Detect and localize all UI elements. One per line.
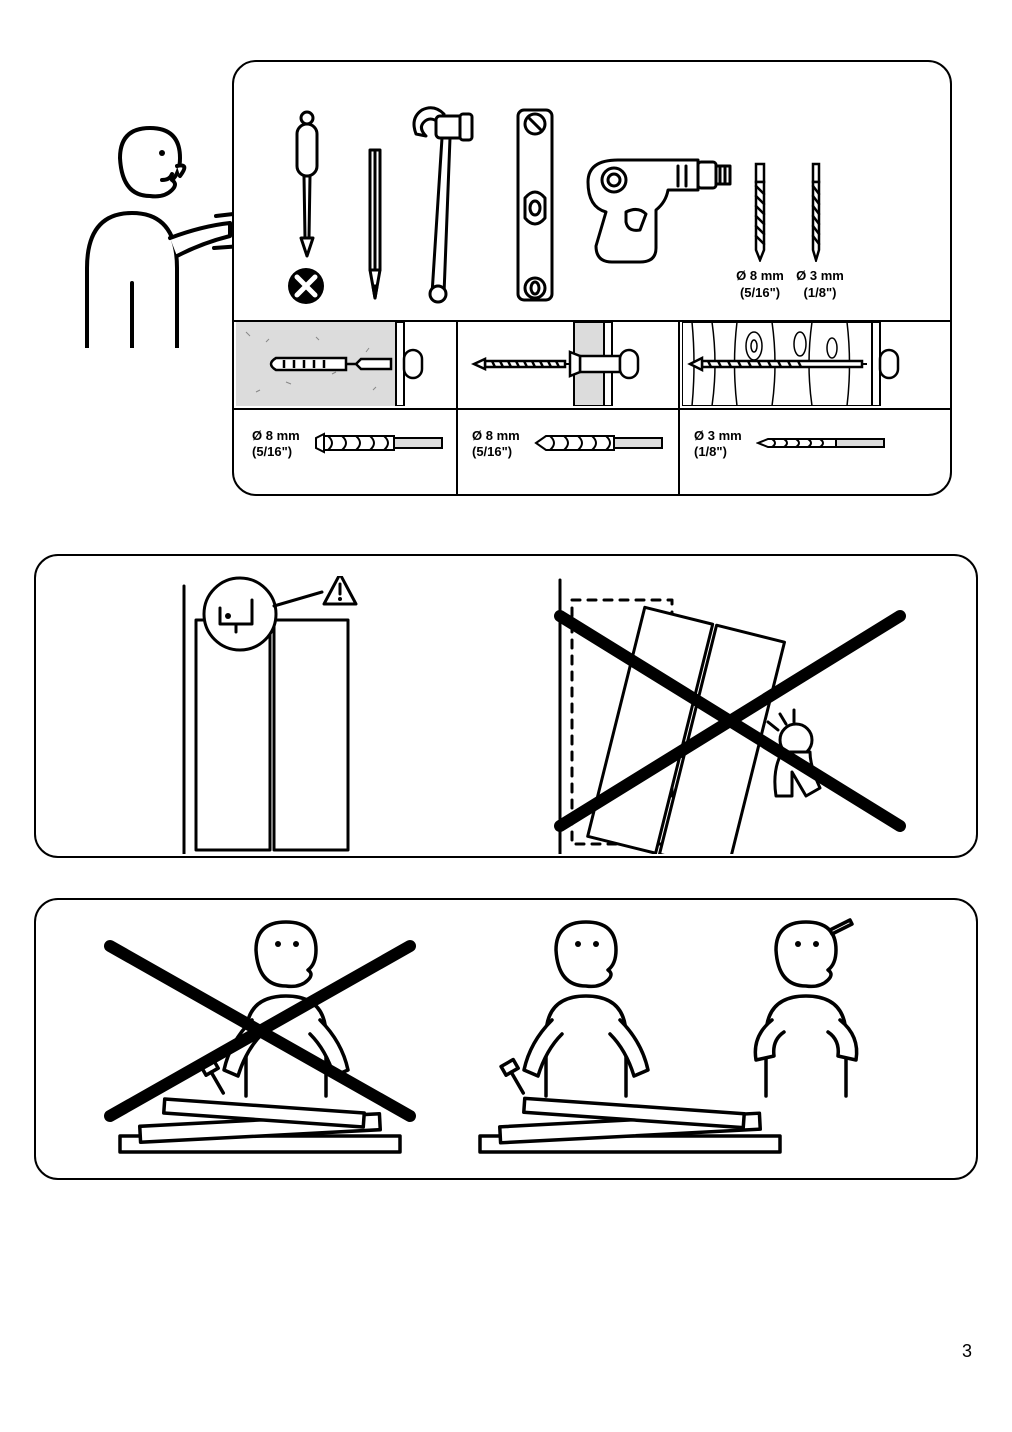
cabinet-tipping-crossed	[540, 576, 920, 854]
wood-bit-icon	[756, 430, 886, 456]
wall-wood	[682, 322, 948, 406]
divider	[456, 320, 458, 494]
wall-drywall	[460, 322, 676, 406]
person-suggesting-tools	[52, 118, 242, 348]
level-tool	[510, 108, 560, 304]
drill-bit-3mm	[806, 162, 826, 262]
page-number: 3	[962, 1341, 972, 1362]
two-persons-ok	[470, 916, 940, 1172]
screwdriver-tool	[282, 108, 332, 278]
divider	[678, 320, 680, 494]
drill-bit-3mm-label: Ø 3 mm (1/8")	[792, 268, 848, 302]
wood-bit-label: Ø 3 mm (1/8")	[694, 428, 742, 459]
divider	[234, 408, 950, 410]
drywall-bit-label: Ø 8 mm (5/16")	[472, 428, 520, 459]
one-person-crossed	[90, 916, 430, 1172]
masonry-bit-icon	[314, 428, 444, 458]
no-phillips-icon	[286, 266, 326, 306]
drill-tool	[578, 152, 738, 272]
metal-bit-icon	[534, 428, 664, 458]
pencil-tool	[360, 148, 390, 308]
drill-bit-8mm	[748, 162, 772, 262]
drill-bit-8mm-label: Ø 8 mm (5/16")	[732, 268, 788, 302]
cabinet-anchored-warning	[140, 576, 440, 854]
hammer-tool	[408, 106, 478, 306]
concrete-bit-label: Ø 8 mm (5/16")	[252, 428, 300, 459]
wall-concrete	[236, 322, 454, 406]
